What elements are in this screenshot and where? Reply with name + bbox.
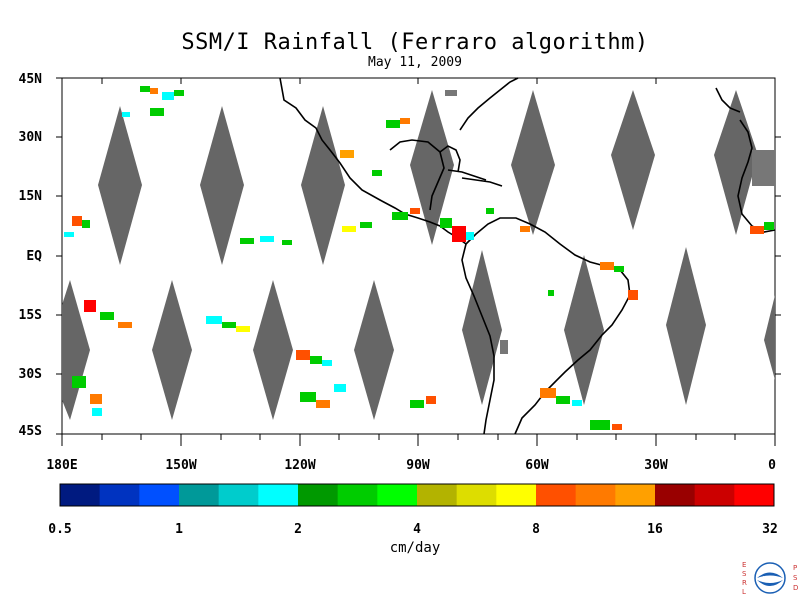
cuba (447, 169, 487, 181)
colorbar-cell (694, 484, 735, 506)
lat-label-15n: 15N (18, 189, 42, 204)
colorbar-cell (655, 484, 696, 506)
rain-cluster (72, 300, 132, 416)
colorbar-cell (60, 484, 101, 506)
swath-gap (511, 90, 555, 235)
south-america-west-coast (461, 243, 495, 435)
colorbar-cell (734, 484, 775, 506)
colorbar-cell (456, 484, 497, 506)
lon-label-0: 0 (768, 458, 776, 473)
rain-cluster (340, 118, 420, 220)
svg-text:E: E (742, 561, 746, 569)
colorbar-cell (615, 484, 656, 506)
lat-label-15s: 15S (18, 308, 42, 323)
colorbar-cell (337, 484, 378, 506)
east-coast (459, 77, 519, 131)
noaa-seal (754, 562, 786, 594)
colorbar-units: cm/day (389, 540, 441, 556)
swath-gap (666, 247, 706, 405)
colorbar-cell (298, 484, 339, 506)
map-title: SSM/I Rainfall (Ferraro algorithm) (181, 30, 649, 55)
swath-gap (152, 280, 192, 420)
swath-gap (98, 106, 142, 265)
colorbar-cell (179, 484, 220, 506)
swath-gap (410, 90, 454, 245)
colorbar-label-4: 4 (413, 522, 421, 537)
south-america-coast (465, 217, 631, 435)
colorbar-cell (496, 484, 537, 506)
swath-gaps (62, 90, 775, 420)
rainfall-patches (64, 86, 774, 430)
colorbar-label-0.5: 0.5 (48, 522, 72, 537)
swath-gap (714, 90, 758, 235)
esrl-letters: E S R L (742, 561, 747, 596)
colorbar-cell (258, 484, 299, 506)
iberia-coast (715, 87, 741, 113)
noaa-seal-wave (757, 580, 783, 586)
svg-text:S: S (793, 574, 798, 582)
colorbar-cell (417, 484, 458, 506)
lon-ticks (61, 78, 776, 446)
colorbar-cell (218, 484, 259, 506)
land-patches (445, 90, 775, 354)
colorbar-label-2: 2 (294, 522, 302, 537)
swath-gap (200, 106, 244, 265)
swath-gap (462, 250, 502, 405)
lat-label-30s: 30S (18, 367, 42, 382)
svg-text:L: L (742, 588, 746, 596)
swath-gap (764, 295, 775, 380)
lat-label-eq: EQ (26, 249, 42, 264)
rain-cluster (440, 208, 638, 300)
rain-cluster (206, 316, 346, 408)
colorbar-cell (99, 484, 140, 506)
svg-text:R: R (742, 579, 747, 587)
colorbar-cell (139, 484, 180, 506)
colorbar-label-16: 16 (647, 522, 663, 537)
lon-label-60w: 60W (525, 458, 549, 473)
colorbar-cell (575, 484, 616, 506)
florida-coast (439, 145, 461, 173)
land-patch (500, 340, 508, 354)
svg-text:P: P (793, 564, 797, 572)
rain-cluster (410, 222, 774, 430)
swath-gap (354, 280, 394, 420)
map-date: May 11, 2009 (368, 55, 462, 70)
swath-gap (564, 255, 604, 405)
colorbar-frame (59, 483, 775, 507)
swath-gap (301, 106, 345, 265)
lon-label-120w: 120W (284, 458, 316, 473)
land-patch (445, 90, 457, 96)
lon-label-30w: 30W (644, 458, 668, 473)
colorbar-label-8: 8 (532, 522, 540, 537)
svg-text:S: S (742, 570, 747, 578)
noaa-esrl-psd-logo: E S R L P S D NOAA (742, 561, 798, 596)
colorbar-cells (60, 484, 775, 506)
noaa-seal-text: NOAA (763, 576, 778, 582)
lat-label-45n: 45N (18, 72, 42, 87)
swath-gap (611, 90, 655, 230)
swath-gap (62, 280, 90, 420)
lat-label-45s: 45S (18, 424, 42, 439)
lat-label-30n: 30N (18, 130, 42, 145)
rain-cluster (64, 216, 372, 245)
noaa-seal-bird (757, 572, 783, 578)
svg-text:D: D (793, 584, 798, 592)
colorbar-cell (536, 484, 577, 506)
rain-cluster (122, 86, 184, 117)
lon-label-150w: 150W (165, 458, 197, 473)
lat-ticks (56, 77, 781, 435)
lon-label-90w: 90W (406, 458, 430, 473)
lon-label-180e: 180E (46, 458, 78, 473)
colorbar-label-32: 32 (762, 522, 778, 537)
colorbar-cell (377, 484, 418, 506)
swath-gap (253, 280, 293, 420)
land-patch (752, 150, 775, 186)
colorbar-label-1: 1 (175, 522, 183, 537)
caribbean-islands (461, 177, 503, 187)
psd-letters: P S D (793, 564, 798, 592)
